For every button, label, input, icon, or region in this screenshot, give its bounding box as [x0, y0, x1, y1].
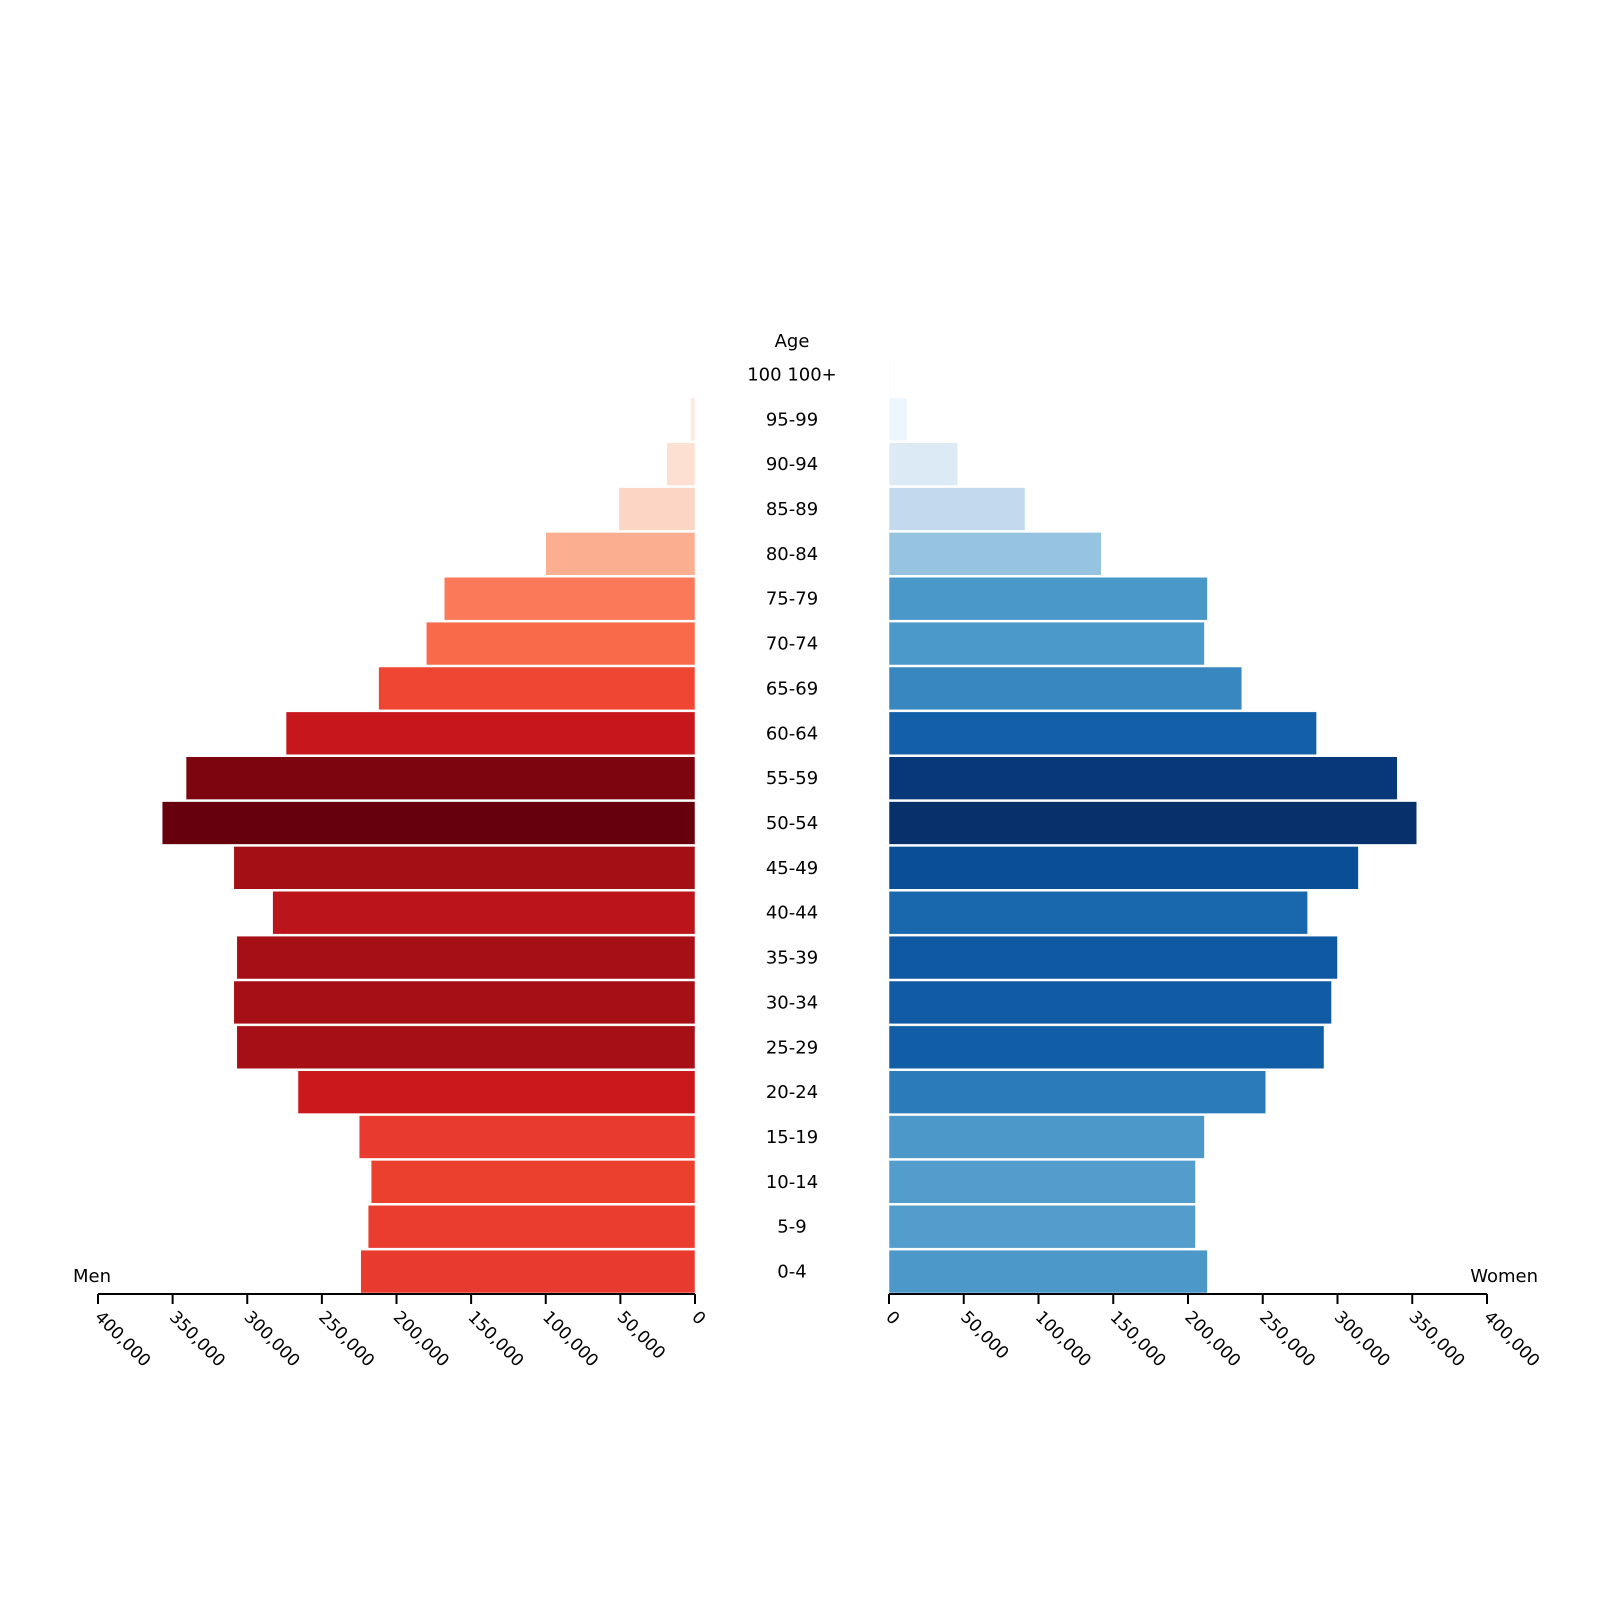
- age-group-label: 100 100+: [747, 364, 837, 385]
- tick-label: 350,000: [1405, 1307, 1469, 1371]
- men-bar: [161, 801, 696, 845]
- tick-label: 350,000: [165, 1307, 229, 1371]
- age-group-label: 80-84: [766, 544, 818, 565]
- men-bar: [358, 1115, 696, 1159]
- men-bar: [426, 621, 696, 666]
- men-bar: [666, 442, 696, 486]
- men-bar: [360, 1249, 696, 1294]
- tick-label: 200,000: [1180, 1307, 1244, 1371]
- men-bar: [233, 980, 696, 1025]
- age-group-label: 75-79: [766, 589, 818, 610]
- tick-label: 250,000: [314, 1307, 378, 1371]
- women-bar: [888, 577, 1208, 621]
- age-group-label: 55-59: [766, 768, 818, 789]
- age-labels: 100 100+ 95-99 90-94 85-89 80-84 75-79 70-74 65…: [747, 364, 837, 1282]
- women-bar: [888, 980, 1332, 1025]
- men-axis-label: Men: [73, 1266, 111, 1287]
- age-group-label: 40-44: [766, 903, 818, 924]
- men-bar: [618, 487, 696, 531]
- women-axis-label: Women: [1470, 1266, 1538, 1287]
- men-bar: [694, 352, 696, 397]
- women-bar: [888, 352, 891, 397]
- men-bar: [236, 935, 696, 980]
- men-bar: [370, 1160, 696, 1204]
- age-group-label: 95-99: [766, 409, 818, 430]
- men-bar: [545, 532, 696, 576]
- women-bar: [888, 1249, 1208, 1294]
- women-bar: [888, 711, 1317, 755]
- tick-label: 100,000: [538, 1307, 602, 1371]
- women-bar: [888, 1025, 1325, 1069]
- tick-label: 0: [881, 1307, 903, 1329]
- men-bar: [285, 711, 696, 755]
- men-bar: [367, 1205, 696, 1249]
- age-group-label: 65-69: [766, 678, 818, 699]
- age-group-label: 60-64: [766, 723, 818, 744]
- tick-label: 50,000: [613, 1307, 669, 1363]
- tick-label: 200,000: [389, 1307, 453, 1371]
- tick-label: 150,000: [1106, 1307, 1170, 1371]
- women-bar: [888, 1115, 1205, 1159]
- men-bar: [233, 846, 696, 890]
- age-axis-title: Age: [775, 331, 810, 352]
- tick-label: 100,000: [1031, 1307, 1095, 1371]
- men-x-axis: 400,000 350,000 300,000 250,000 200,000 150,0…: [90, 1293, 709, 1371]
- men-bar: [236, 1025, 696, 1069]
- men-bar: [378, 666, 696, 711]
- tick-label: 0: [687, 1307, 709, 1329]
- tick-label: 250,000: [1255, 1307, 1319, 1371]
- women-bar: [888, 846, 1359, 890]
- age-group-label: 85-89: [766, 499, 818, 520]
- women-bar: [888, 1205, 1196, 1249]
- women-bar: [888, 397, 908, 441]
- women-bars: [888, 352, 1417, 1294]
- women-bar: [888, 1160, 1196, 1204]
- tick-label: 150,000: [464, 1307, 528, 1371]
- age-group-label: 10-14: [766, 1172, 818, 1193]
- women-bar: [888, 666, 1243, 711]
- men-bar: [444, 577, 696, 621]
- tick-label: 400,000: [90, 1307, 154, 1371]
- tick-label: 300,000: [240, 1307, 304, 1371]
- men-bar: [185, 756, 696, 800]
- age-group-label: 30-34: [766, 992, 818, 1013]
- tick-label: 300,000: [1330, 1307, 1394, 1371]
- age-group-label: 15-19: [766, 1127, 818, 1148]
- women-bar: [888, 1070, 1266, 1114]
- age-group-label: 0-4: [777, 1262, 806, 1283]
- tick-label: 50,000: [956, 1307, 1012, 1363]
- age-group-label: 5-9: [777, 1217, 806, 1238]
- age-group-label: 25-29: [766, 1037, 818, 1058]
- age-group-label: 45-49: [766, 858, 818, 879]
- women-bar: [888, 442, 959, 486]
- men-bar: [297, 1070, 696, 1114]
- age-group-label: 35-39: [766, 948, 818, 969]
- men-bar: [272, 891, 696, 935]
- women-bar: [888, 487, 1026, 531]
- men-bar: [690, 397, 696, 441]
- women-bar: [888, 621, 1205, 666]
- age-group-label: 70-74: [766, 634, 818, 655]
- age-group-label: 50-54: [766, 813, 818, 834]
- age-group-label: 90-94: [766, 454, 818, 475]
- men-bars: [161, 352, 696, 1294]
- women-bar: [888, 532, 1102, 576]
- women-bar: [888, 891, 1308, 935]
- women-bar: [888, 756, 1398, 800]
- women-x-axis: 0 50,000 100,000 150,000 200,000 250,000 300,0…: [881, 1293, 1543, 1371]
- women-bar: [888, 801, 1417, 845]
- age-group-label: 20-24: [766, 1082, 818, 1103]
- women-bar: [888, 935, 1338, 980]
- tick-label: 400,000: [1479, 1307, 1543, 1371]
